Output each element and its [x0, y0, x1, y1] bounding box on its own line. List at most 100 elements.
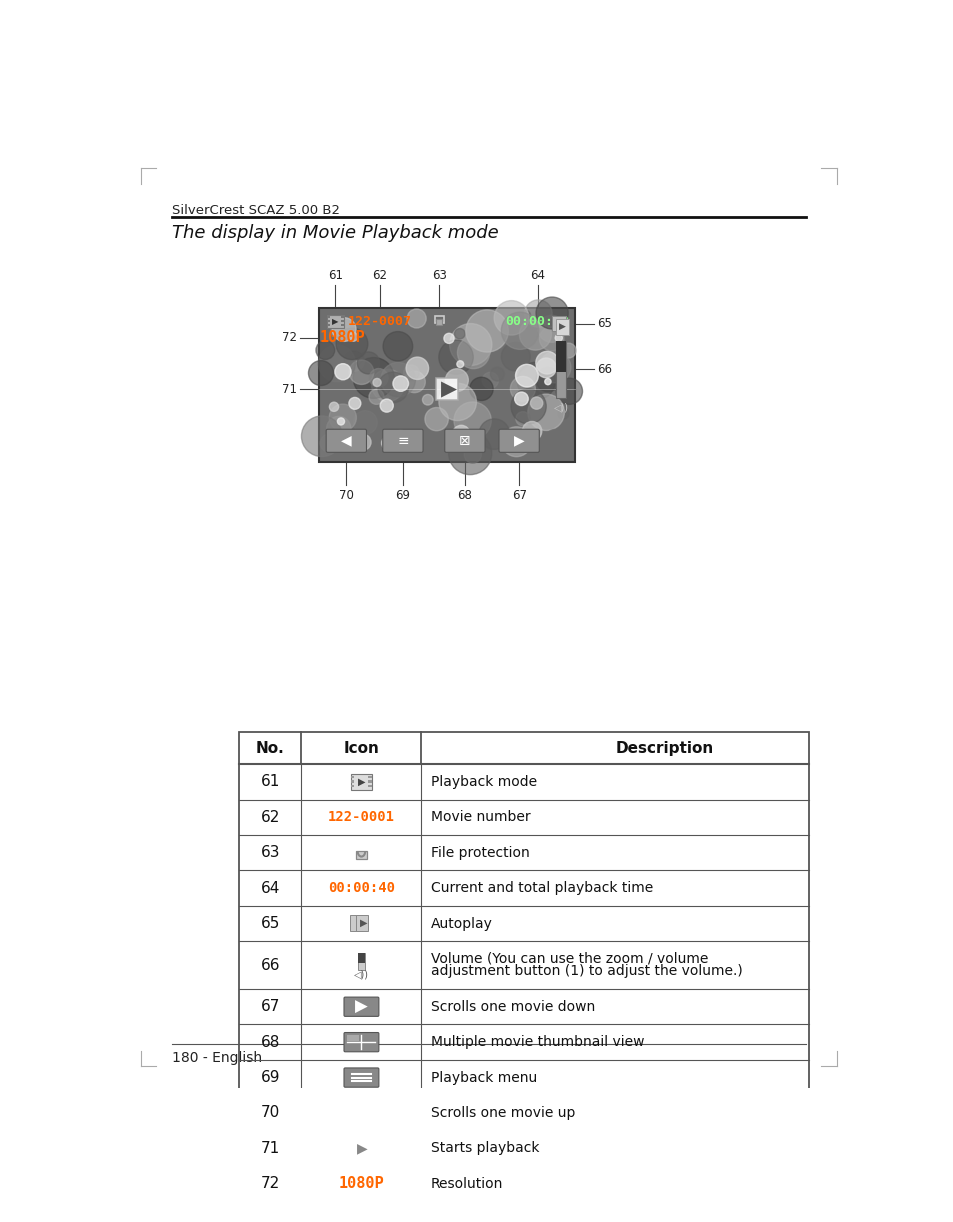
- Text: 122-0007: 122-0007: [347, 315, 411, 327]
- Circle shape: [369, 390, 384, 404]
- Bar: [355, 915, 368, 930]
- Text: 67: 67: [511, 489, 526, 501]
- Circle shape: [330, 326, 340, 336]
- Text: Description: Description: [615, 741, 713, 755]
- Text: File protection: File protection: [431, 846, 529, 860]
- Text: 71: 71: [282, 382, 297, 396]
- Text: 1080P: 1080P: [338, 1177, 384, 1191]
- Bar: [353, 1140, 370, 1157]
- Circle shape: [344, 351, 364, 371]
- Bar: [340, 320, 344, 323]
- Text: Movie number: Movie number: [431, 810, 530, 825]
- Text: adjustment button (1) to adjust the volume.): adjustment button (1) to adjust the volu…: [431, 964, 741, 979]
- FancyBboxPatch shape: [344, 1033, 378, 1052]
- Circle shape: [355, 434, 371, 450]
- Circle shape: [530, 397, 542, 409]
- Circle shape: [349, 360, 374, 385]
- Bar: [357, 953, 365, 970]
- Circle shape: [454, 402, 491, 439]
- Bar: [327, 316, 330, 319]
- Circle shape: [536, 368, 560, 392]
- Circle shape: [349, 397, 360, 409]
- Circle shape: [424, 407, 448, 430]
- Text: 65: 65: [260, 916, 280, 931]
- Circle shape: [335, 364, 351, 380]
- Bar: [551, 316, 565, 331]
- Circle shape: [349, 332, 357, 341]
- Circle shape: [353, 358, 394, 398]
- Text: 62: 62: [260, 810, 280, 825]
- Text: ▶: ▶: [359, 918, 367, 927]
- Text: ◀: ◀: [340, 434, 352, 447]
- Bar: [556, 341, 565, 398]
- Text: 61: 61: [328, 269, 343, 282]
- Circle shape: [478, 419, 509, 450]
- Circle shape: [381, 436, 395, 450]
- FancyBboxPatch shape: [326, 429, 366, 452]
- Circle shape: [456, 360, 463, 368]
- Circle shape: [521, 422, 541, 441]
- Circle shape: [536, 352, 558, 374]
- Circle shape: [558, 408, 569, 419]
- Circle shape: [524, 299, 552, 327]
- Text: 122-0001: 122-0001: [328, 810, 395, 825]
- Text: SilverCrest SCAZ 5.00 B2: SilverCrest SCAZ 5.00 B2: [172, 204, 339, 218]
- Circle shape: [465, 310, 508, 352]
- Text: 68: 68: [457, 489, 472, 501]
- Circle shape: [517, 362, 555, 400]
- Circle shape: [329, 404, 356, 431]
- Circle shape: [452, 425, 470, 442]
- Circle shape: [560, 343, 576, 358]
- Circle shape: [457, 336, 489, 369]
- Circle shape: [511, 389, 546, 424]
- Circle shape: [354, 411, 376, 434]
- Text: ▶: ▶: [332, 316, 338, 326]
- Circle shape: [301, 415, 342, 457]
- Circle shape: [547, 429, 560, 442]
- Circle shape: [337, 418, 344, 425]
- Text: Playback mode: Playback mode: [431, 775, 537, 789]
- Text: ≡: ≡: [396, 434, 408, 447]
- Bar: [351, 785, 355, 787]
- Text: ◁)): ◁)): [354, 969, 369, 979]
- Text: 70: 70: [260, 1106, 280, 1121]
- Circle shape: [536, 297, 568, 329]
- Text: 65: 65: [596, 318, 611, 330]
- Circle shape: [445, 369, 468, 391]
- Text: 69: 69: [260, 1070, 280, 1085]
- Text: Playback menu: Playback menu: [431, 1070, 537, 1085]
- Circle shape: [555, 335, 561, 342]
- Bar: [351, 781, 355, 782]
- Text: 61: 61: [260, 775, 280, 789]
- Circle shape: [539, 326, 563, 351]
- Bar: [368, 776, 371, 778]
- Bar: [327, 320, 330, 323]
- Circle shape: [438, 384, 476, 420]
- Text: 62: 62: [372, 269, 387, 282]
- Text: 64: 64: [260, 881, 280, 896]
- Circle shape: [536, 358, 556, 378]
- Bar: [355, 852, 367, 859]
- Bar: [327, 314, 344, 329]
- FancyBboxPatch shape: [344, 1103, 378, 1123]
- Circle shape: [520, 310, 530, 320]
- Text: No.: No.: [255, 741, 284, 755]
- Circle shape: [403, 365, 418, 380]
- Circle shape: [516, 412, 530, 426]
- Text: Scrolls one movie up: Scrolls one movie up: [431, 1106, 575, 1121]
- Circle shape: [537, 315, 565, 342]
- Circle shape: [308, 360, 334, 385]
- Text: ▶: ▶: [558, 323, 565, 331]
- Bar: [319, 308, 575, 462]
- Bar: [368, 781, 371, 782]
- Circle shape: [379, 400, 393, 412]
- Circle shape: [527, 395, 564, 430]
- Bar: [340, 316, 344, 319]
- Circle shape: [556, 378, 582, 404]
- Text: 00:00:40: 00:00:40: [328, 881, 395, 896]
- Circle shape: [369, 369, 388, 387]
- Circle shape: [318, 345, 355, 381]
- Text: 67: 67: [260, 1000, 280, 1014]
- Text: ▶: ▶: [355, 997, 368, 1015]
- Circle shape: [373, 379, 380, 386]
